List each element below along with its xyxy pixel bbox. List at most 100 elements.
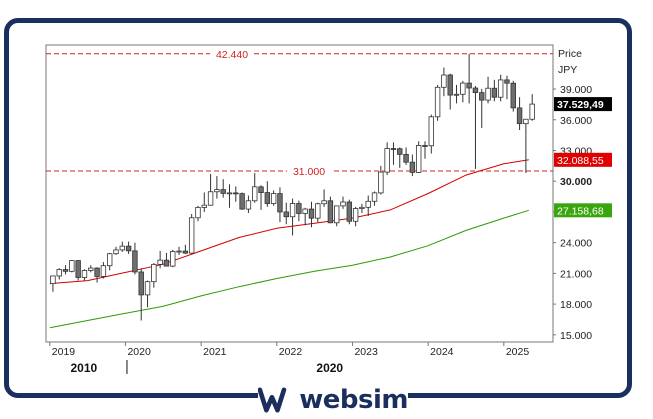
candle-body-68: [479, 92, 485, 101]
candle-body-22: [188, 217, 195, 254]
candle-body-13: [132, 250, 138, 273]
candle-body-30: [239, 193, 245, 210]
candle-body-64: [453, 93, 460, 96]
candle-body-41: [308, 208, 315, 219]
y-tick-label-0: 39.000: [560, 84, 592, 96]
x-tick-label-6: 2025: [506, 346, 530, 358]
candle-body-73: [510, 82, 516, 109]
candle-body-2: [62, 269, 69, 272]
candle-body-61: [434, 86, 441, 118]
candle-body-42: [315, 203, 321, 219]
candle-body-67: [472, 87, 479, 94]
candle-body-1: [56, 269, 62, 277]
candle-body-72: [504, 79, 510, 84]
candle-body-15: [144, 281, 151, 296]
price-label-bg-1: [554, 152, 612, 167]
candle-body-7: [94, 267, 100, 277]
candle-body-70: [491, 87, 498, 98]
candle-body-16: [151, 263, 157, 283]
candle-body-37: [283, 211, 289, 218]
candle-body-56: [403, 153, 409, 163]
candle-body-8: [100, 265, 107, 277]
plot-area: [45, 44, 554, 343]
x-tick-label-5: 2024: [430, 346, 454, 358]
candle-body-49: [359, 206, 365, 209]
candle-body-50: [365, 200, 371, 208]
candle-body-12: [125, 245, 132, 252]
candle-body-54: [390, 148, 397, 150]
y-tick-label-6: 21.000: [560, 268, 592, 280]
websim-logo: websim: [258, 384, 408, 416]
candle-body-31: [245, 200, 252, 210]
brand-name: websim: [299, 385, 408, 415]
candle-body-10: [113, 249, 119, 255]
candle-body-62: [441, 74, 447, 88]
candle-body-6: [88, 267, 94, 271]
candle-body-20: [176, 250, 182, 253]
reference-line-label-1: 31.000: [293, 166, 325, 178]
candle-body-38: [289, 203, 296, 218]
candle-body-29: [233, 192, 239, 195]
candle-body-51: [371, 192, 378, 202]
price-label-0: 37.529,49: [557, 99, 604, 111]
candle-body-34: [264, 192, 271, 204]
candle-body-39: [296, 203, 302, 214]
candle-body-45: [334, 205, 340, 224]
candle-body-57: [409, 161, 416, 173]
candle-body-46: [340, 201, 346, 207]
candle-body-35: [270, 193, 277, 204]
candle-body-53: [384, 148, 390, 173]
reference-line-label-bg-0: [210, 47, 254, 60]
candle-body-11: [119, 245, 126, 251]
y-tick-label-3: 30.000: [560, 176, 592, 188]
candle-body-26: [214, 189, 220, 193]
x-tick-label-3: 2022: [279, 346, 303, 358]
candle-body-33: [258, 186, 264, 193]
x-tick-label-2: 2021: [203, 346, 227, 358]
candle-body-24: [201, 204, 207, 208]
candle-body-43: [321, 200, 327, 205]
candle-body-71: [497, 79, 504, 98]
decade-label-0: 2010: [70, 361, 97, 375]
candle-body-28: [226, 192, 233, 195]
candle-body-23: [195, 207, 201, 219]
unit-label: JPY: [558, 64, 577, 76]
candle-body-27: [220, 189, 226, 194]
candle-body-47: [346, 201, 353, 222]
candle-body-0: [50, 275, 56, 285]
candle-body-75: [523, 118, 529, 125]
x-tick-label-4: 2023: [354, 346, 378, 358]
candle-body-40: [302, 208, 308, 214]
decade-label-1: 2020: [316, 361, 343, 375]
reference-line-label-0: 42.440: [216, 49, 248, 61]
candle-body-60: [428, 116, 434, 147]
reference-line-label-bg-1: [287, 164, 331, 177]
candle-body-18: [163, 259, 170, 267]
candle-body-44: [327, 200, 334, 224]
candle-body-32: [252, 186, 258, 202]
candle-body-5: [81, 270, 88, 278]
candle-body-55: [397, 148, 403, 155]
candle-body-59: [422, 145, 428, 147]
price-label-bg-0: [554, 97, 612, 112]
price-label-2: 27.158,68: [557, 205, 604, 217]
price-label-bg-2: [554, 203, 612, 218]
candle-body-76: [529, 103, 535, 120]
websim-logo-icon: [258, 387, 287, 413]
y-tick-label-1: 36.000: [560, 115, 592, 127]
candle-body-25: [207, 191, 214, 206]
candle-body-14: [138, 271, 144, 296]
candle-body-9: [106, 253, 113, 267]
candle-body-21: [182, 250, 189, 254]
candle-body-17: [157, 259, 163, 265]
candle-body-65: [460, 82, 466, 95]
ma-green-line: [49, 209, 529, 329]
x-tick-label-1: 2020: [127, 346, 151, 358]
y-tick-label-7: 18.000: [560, 299, 592, 311]
candle-body-3: [69, 260, 75, 272]
price-label-1: 32.088,55: [557, 155, 604, 167]
candle-body-69: [485, 87, 491, 101]
candle-body-36: [277, 193, 283, 213]
y-tick-label-5: 24.000: [560, 238, 592, 250]
